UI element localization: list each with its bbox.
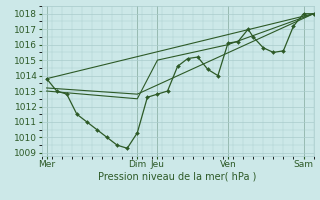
X-axis label: Pression niveau de la mer( hPa ): Pression niveau de la mer( hPa ) — [99, 172, 257, 182]
